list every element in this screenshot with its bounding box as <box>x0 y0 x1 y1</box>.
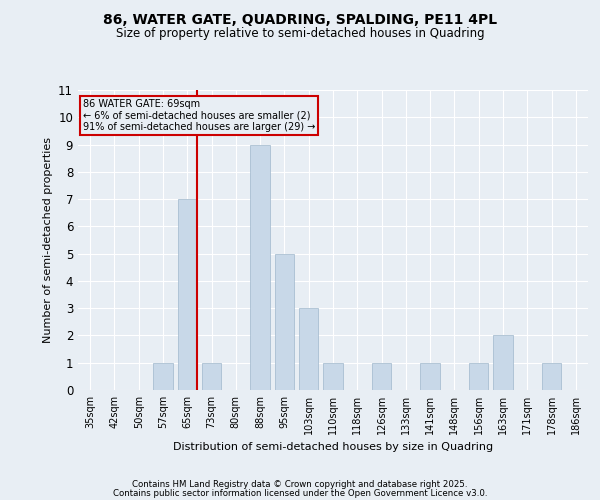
Bar <box>542 362 561 390</box>
Text: Contains HM Land Registry data © Crown copyright and database right 2025.: Contains HM Land Registry data © Crown c… <box>132 480 468 489</box>
Text: Contains public sector information licensed under the Open Government Licence v3: Contains public sector information licen… <box>113 489 487 498</box>
Bar <box>202 362 221 390</box>
Bar <box>275 254 294 390</box>
Text: 86, WATER GATE, QUADRING, SPALDING, PE11 4PL: 86, WATER GATE, QUADRING, SPALDING, PE11… <box>103 12 497 26</box>
Bar <box>421 362 440 390</box>
Bar <box>493 336 513 390</box>
Bar <box>178 199 197 390</box>
Text: Size of property relative to semi-detached houses in Quadring: Size of property relative to semi-detach… <box>116 28 484 40</box>
Bar <box>469 362 488 390</box>
X-axis label: Distribution of semi-detached houses by size in Quadring: Distribution of semi-detached houses by … <box>173 442 493 452</box>
Bar <box>299 308 319 390</box>
Bar <box>372 362 391 390</box>
Bar <box>323 362 343 390</box>
Bar <box>153 362 173 390</box>
Y-axis label: Number of semi-detached properties: Number of semi-detached properties <box>43 137 53 343</box>
Bar <box>250 144 270 390</box>
Text: 86 WATER GATE: 69sqm
← 6% of semi-detached houses are smaller (2)
91% of semi-de: 86 WATER GATE: 69sqm ← 6% of semi-detach… <box>83 99 316 132</box>
